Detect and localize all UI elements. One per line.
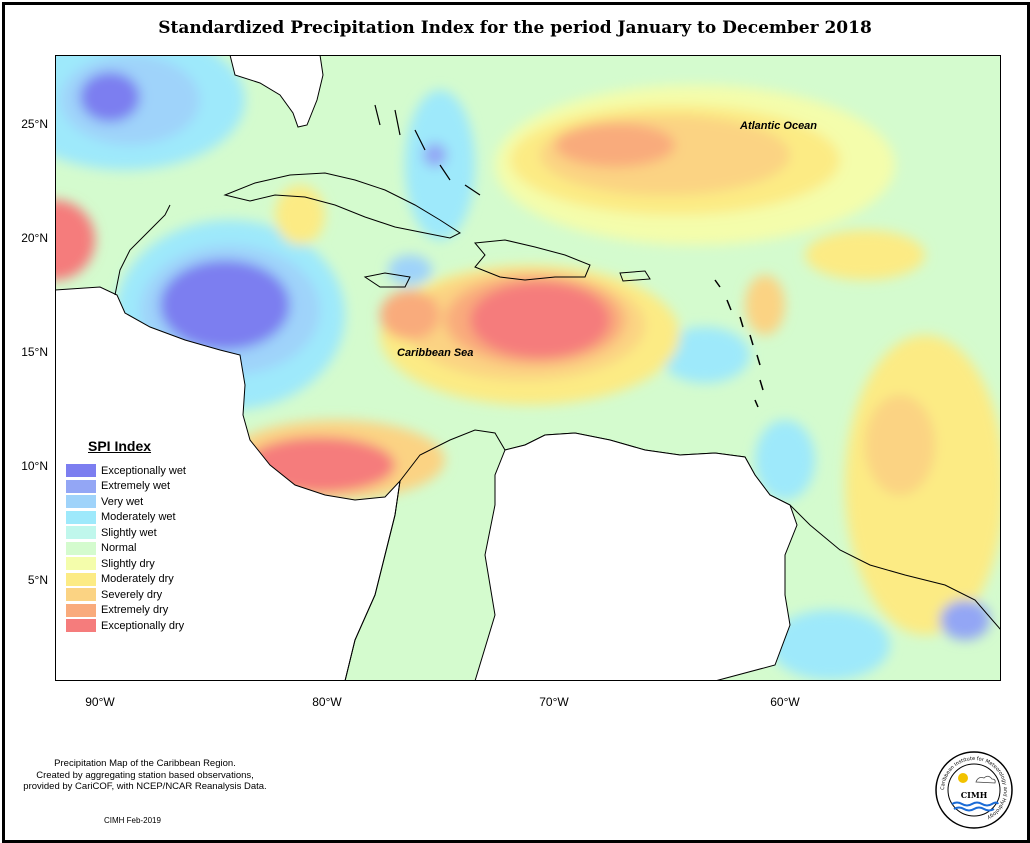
legend-label: Extremely dry: [101, 604, 169, 617]
spi-wet-zone: [160, 260, 290, 350]
spi-dry-zone: [845, 335, 1001, 635]
y-tick: 25°N: [21, 117, 48, 131]
spi-wet-zone: [388, 255, 432, 285]
x-tick: 60°W: [770, 695, 800, 709]
legend-title: SPI Index: [88, 438, 152, 454]
legend-swatch: [66, 464, 96, 478]
legend-swatch: [66, 588, 96, 602]
x-tick: 80°W: [312, 695, 342, 709]
legend-item: Moderately wet: [66, 510, 186, 526]
legend-label: Exceptionally dry: [101, 619, 185, 632]
land-venezuela: [474, 432, 798, 681]
legend-label: Very wet: [101, 495, 144, 508]
island-hispaniola: [474, 239, 591, 281]
spi-dry-zone: [470, 282, 610, 358]
logo-text: CIMH: [961, 790, 988, 800]
spi-dry-zone: [275, 185, 325, 245]
islands-bahamas: [374, 104, 481, 196]
cloud-icon: [975, 775, 996, 784]
land-florida: [229, 55, 324, 128]
legend-item: Exceptionally wet: [66, 463, 186, 479]
spi-dry-zone: [805, 230, 925, 280]
legend-item: Slightly wet: [66, 525, 186, 541]
legend-label: Exceptionally wet: [101, 464, 186, 477]
legend-label: Slightly dry: [101, 557, 155, 570]
spi-dry-zone: [555, 123, 675, 167]
legend-item: Very wet: [66, 494, 186, 510]
legend-label: Moderately dry: [101, 573, 174, 586]
footer-line: Precipitation Map of the Caribbean Regio…: [54, 758, 236, 769]
legend: Exceptionally wet Extremely wet Very wet Mo…: [66, 463, 186, 634]
spi-wet-zone: [755, 420, 815, 500]
legend-swatch: [66, 572, 96, 586]
spi-wet-zone: [80, 72, 140, 122]
legend-swatch: [66, 479, 96, 493]
legend-item: Extremely wet: [66, 479, 186, 495]
y-tick: 5°N: [27, 573, 48, 587]
label-atlantic-ocean: Atlantic Ocean: [740, 120, 818, 132]
legend-item: Slightly dry: [66, 556, 186, 572]
water-wave-icon: [953, 806, 995, 812]
cimh-logo: Caribbean Institute for Meteorology and …: [935, 751, 1013, 829]
legend-item: Moderately dry: [66, 572, 186, 588]
footer-notes: Precipitation Map of the Caribbean Regio…: [10, 758, 280, 793]
spi-dry-zone: [55, 200, 95, 280]
legend-swatch: [66, 526, 96, 540]
legend-label: Normal: [101, 542, 137, 555]
water-wave-icon: [951, 801, 999, 807]
spi-wet-zone: [423, 143, 447, 167]
legend-swatch: [66, 557, 96, 571]
island-puerto-rico: [619, 270, 651, 282]
legend-item: Severely dry: [66, 587, 186, 603]
map-border: [55, 55, 1001, 681]
y-tick: 20°N: [21, 231, 48, 245]
spi-map: [55, 55, 1001, 681]
legend-swatch: [66, 603, 96, 617]
footer-line: provided by CariCOF, with NCEP/NCAR Rean…: [23, 781, 267, 792]
legend-swatch: [66, 495, 96, 509]
spi-wet-zone: [940, 600, 990, 640]
credit-text: CIMH Feb-2019: [104, 816, 161, 825]
legend-label: Moderately wet: [101, 511, 176, 524]
map-title: Standardized Precipitation Index for the…: [158, 18, 872, 38]
islands-lesser-antilles: [714, 279, 764, 408]
y-tick: 15°N: [21, 345, 48, 359]
legend-swatch: [66, 510, 96, 524]
legend-item: Extremely dry: [66, 603, 186, 619]
legend-swatch: [66, 541, 96, 555]
legend-item: Normal: [66, 541, 186, 557]
y-tick: 10°N: [21, 459, 48, 473]
label-caribbean-sea: Caribbean Sea: [397, 347, 474, 359]
legend-swatch: [66, 619, 96, 633]
footer-line: Created by aggregating station based obs…: [36, 769, 254, 781]
legend-label: Extremely wet: [101, 480, 171, 493]
spi-wet-zone: [660, 327, 750, 383]
legend-label: Slightly wet: [101, 526, 157, 539]
spi-dry-zone: [380, 290, 440, 340]
legend-item: Exceptionally dry: [66, 618, 186, 634]
spi-dry-zone: [745, 275, 785, 335]
x-tick: 90°W: [85, 695, 115, 709]
x-tick: 70°W: [539, 695, 569, 709]
spi-wet-zone: [770, 610, 890, 680]
sun-icon: [958, 773, 968, 783]
spi-dry-zone: [865, 395, 935, 495]
coastline-yucatan: [114, 204, 171, 296]
legend-label: Severely dry: [101, 588, 163, 601]
island-cuba: [223, 172, 462, 239]
island-jamaica: [363, 272, 411, 288]
